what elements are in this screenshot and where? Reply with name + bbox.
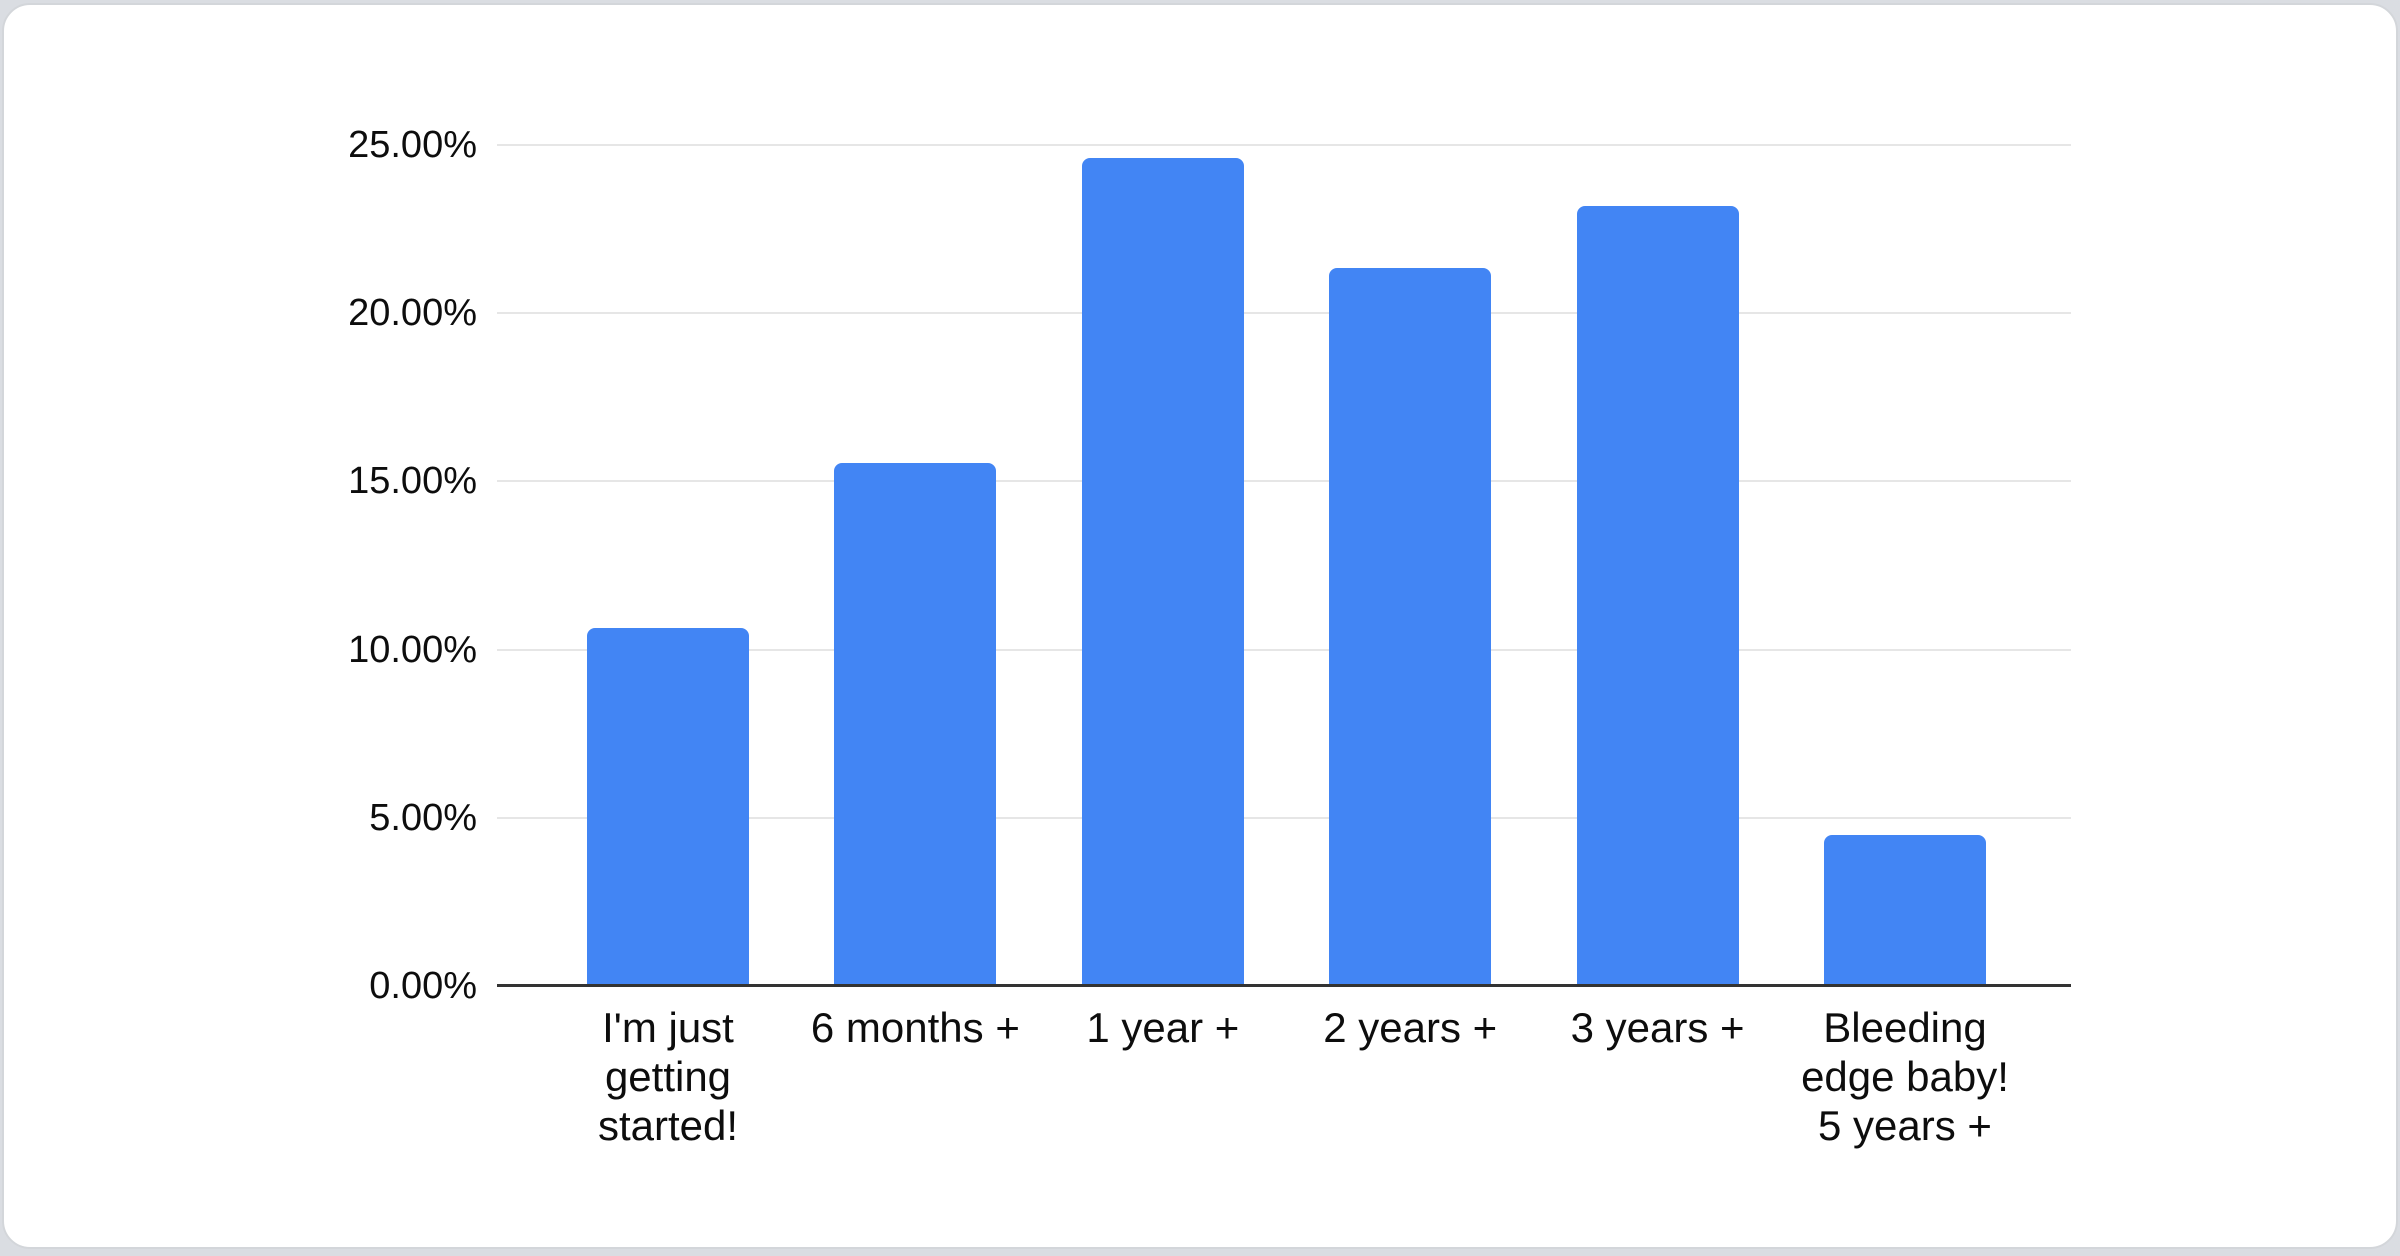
bar-4 bbox=[1329, 267, 1492, 986]
gridline-5 bbox=[497, 816, 2071, 819]
plot-area bbox=[497, 144, 2071, 987]
chart-card: 0.00% 5.00% 10.00% 15.00% 20.00% 25.00% I'm j… bbox=[2, 3, 2398, 1249]
x-category-label: 1 year + bbox=[1086, 1004, 1240, 1051]
bar-1 bbox=[587, 627, 749, 986]
gridline-25 bbox=[497, 144, 2071, 146]
x-category-label: 3 years + bbox=[1570, 1004, 1745, 1051]
x-category-label: I'm just getting started! bbox=[597, 1004, 739, 1149]
x-axis-line bbox=[497, 984, 2071, 987]
gridline-10 bbox=[497, 648, 2071, 651]
chart-area: 0.00% 5.00% 10.00% 15.00% 20.00% 25.00% I'm j… bbox=[4, 5, 2396, 1247]
gridline-15 bbox=[497, 480, 2071, 483]
x-category-label: 6 months + bbox=[810, 1004, 1020, 1051]
y-tick-label: 0.00% bbox=[369, 965, 477, 1007]
bar-6 bbox=[1824, 834, 1986, 986]
y-tick-label: 5.00% bbox=[369, 796, 477, 839]
y-tick-label: 25.00% bbox=[348, 124, 477, 166]
bar-3 bbox=[1081, 158, 1244, 986]
y-tick-label: 10.00% bbox=[348, 628, 477, 671]
gridline-20 bbox=[497, 312, 2071, 315]
x-category-label: 2 years + bbox=[1323, 1004, 1498, 1051]
y-tick-label: 20.00% bbox=[348, 292, 477, 335]
x-category-label: Bleeding edge baby! 5 years + bbox=[1801, 1004, 2009, 1149]
y-tick-label: 15.00% bbox=[348, 460, 477, 503]
bar-5 bbox=[1576, 205, 1739, 986]
bar-2 bbox=[834, 462, 997, 986]
